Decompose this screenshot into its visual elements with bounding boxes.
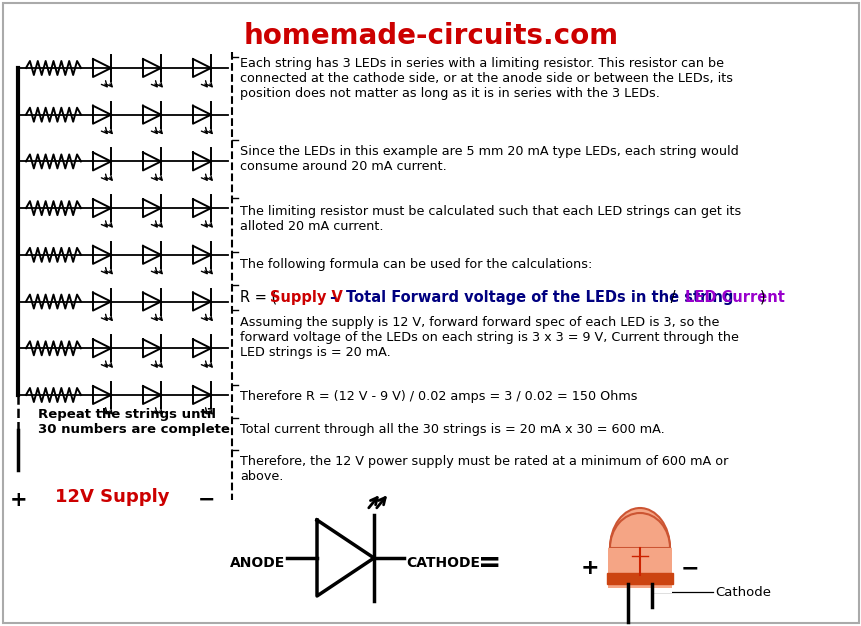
- Text: R = (: R = (: [239, 290, 277, 305]
- Text: Each string has 3 LEDs in series with a limiting resistor. This resistor can be
: Each string has 3 LEDs in series with a …: [239, 57, 732, 100]
- Text: Total Forward voltage of the LEDs in the string: Total Forward voltage of the LEDs in the…: [345, 290, 732, 305]
- Text: -: -: [325, 290, 341, 305]
- Text: /: /: [666, 290, 679, 305]
- Bar: [610, 548, 669, 575]
- Text: +: +: [10, 490, 28, 510]
- Text: +: +: [580, 558, 598, 578]
- Text: −: −: [680, 558, 698, 578]
- FancyBboxPatch shape: [3, 3, 858, 623]
- Text: homemade-circuits.com: homemade-circuits.com: [243, 22, 618, 50]
- Text: Total current through all the 30 strings is = 20 mA x 30 = 600 mA.: Total current through all the 30 strings…: [239, 423, 664, 436]
- Bar: [607, 548, 672, 593]
- Text: −: −: [198, 490, 215, 510]
- Text: The limiting resistor must be calculated such that each LED strings can get its
: The limiting resistor must be calculated…: [239, 205, 740, 233]
- Ellipse shape: [610, 508, 669, 588]
- Text: 12V Supply: 12V Supply: [55, 488, 170, 506]
- Text: Since the LEDs in this example are 5 mm 20 mA type LEDs, each string would
consu: Since the LEDs in this example are 5 mm …: [239, 145, 738, 173]
- Text: The following formula can be used for the calculations:: The following formula can be used for th…: [239, 258, 592, 271]
- Bar: [606, 573, 672, 584]
- Bar: [610, 548, 669, 575]
- Text: Therefore R = (12 V - 9 V) / 0.02 amps = 3 / 0.02 = 150 Ohms: Therefore R = (12 V - 9 V) / 0.02 amps =…: [239, 390, 637, 403]
- Ellipse shape: [610, 513, 669, 583]
- Text: Assuming the supply is 12 V, forward forward spec of each LED is 3, so the
forwa: Assuming the supply is 12 V, forward for…: [239, 316, 738, 359]
- Text: Cathode: Cathode: [714, 585, 770, 598]
- Text: Supply V: Supply V: [270, 290, 343, 305]
- Text: ): ): [759, 290, 765, 305]
- Bar: [607, 548, 672, 588]
- Text: CATHODE: CATHODE: [406, 556, 480, 570]
- Text: Therefore, the 12 V power supply must be rated at a minimum of 600 mA or
above.: Therefore, the 12 V power supply must be…: [239, 455, 728, 483]
- Text: Repeat the strings until
30 numbers are complete: Repeat the strings until 30 numbers are …: [38, 408, 230, 436]
- Text: =: =: [478, 549, 501, 577]
- Text: ANODE: ANODE: [230, 556, 285, 570]
- Text: LED Current: LED Current: [684, 290, 784, 305]
